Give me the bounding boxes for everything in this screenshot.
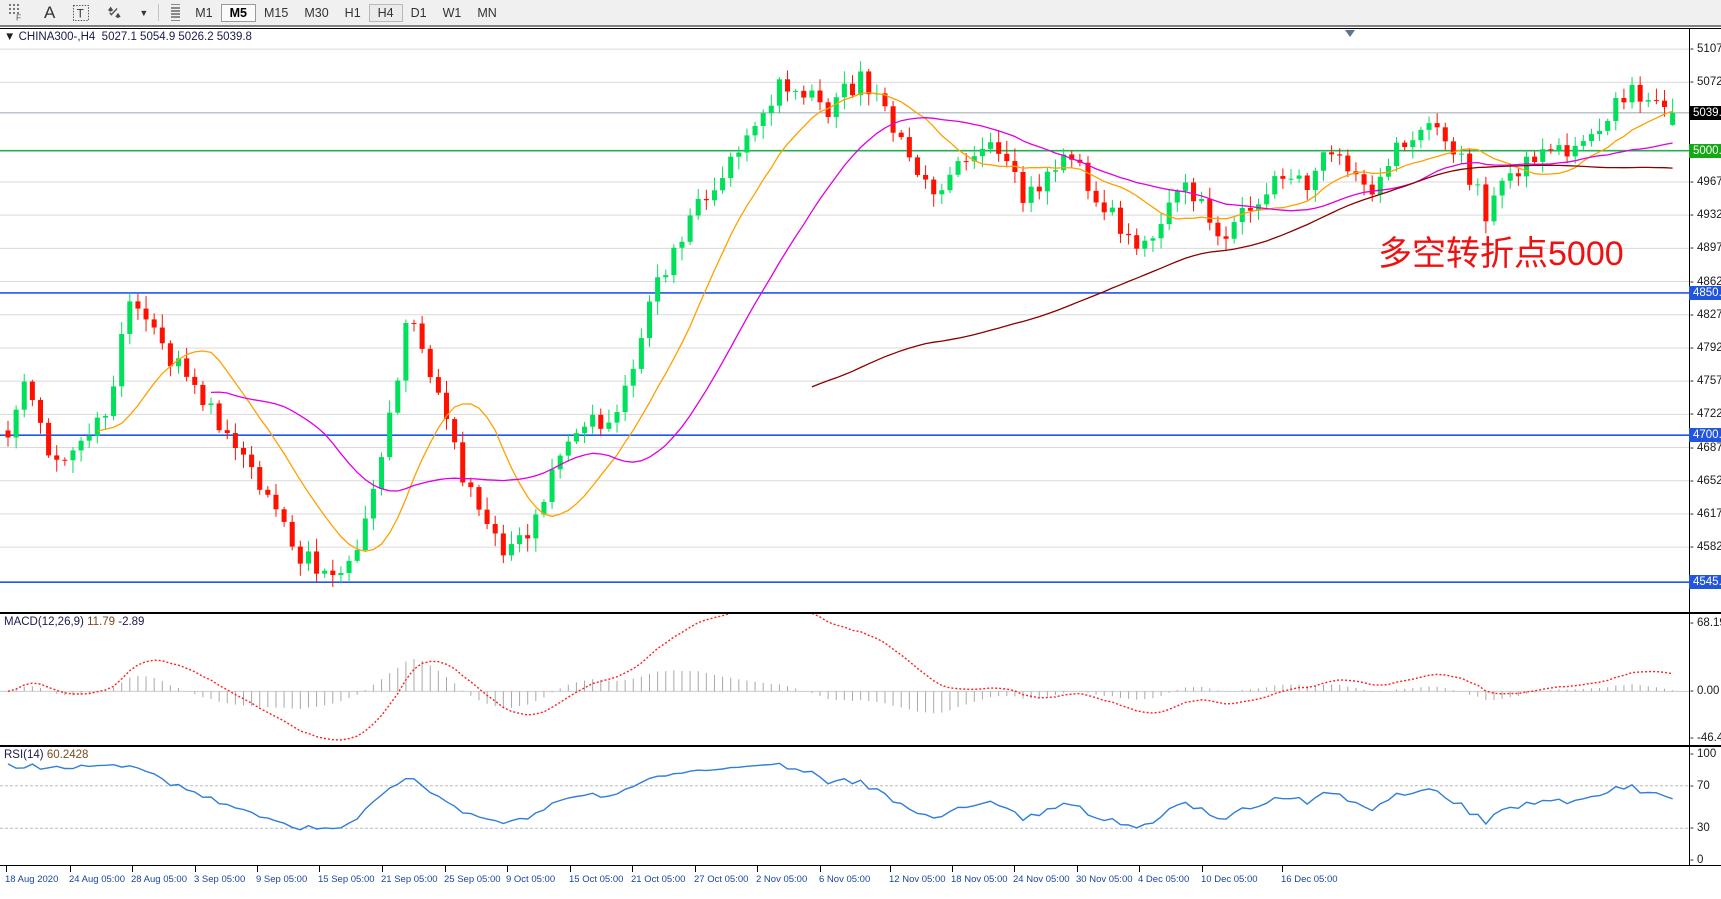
svg-text:T: T xyxy=(77,8,84,20)
svg-text:F: F xyxy=(16,13,21,22)
